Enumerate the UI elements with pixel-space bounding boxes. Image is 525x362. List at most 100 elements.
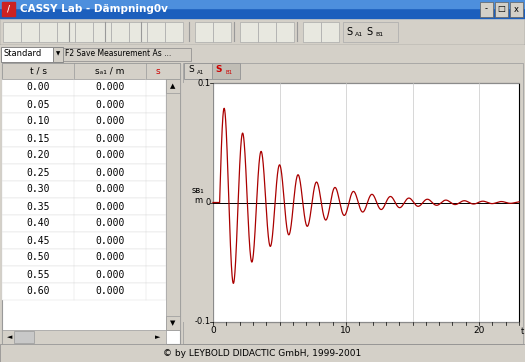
- Bar: [495, 2, 508, 17]
- Text: 0.30: 0.30: [26, 185, 50, 194]
- Text: © by LEYBOLD DIDACTIC GmbH, 1999-2001: © by LEYBOLD DIDACTIC GmbH, 1999-2001: [163, 349, 362, 358]
- Text: 0.10: 0.10: [26, 117, 50, 126]
- Text: 0.000: 0.000: [96, 168, 125, 177]
- Text: CASSY Lab - Dämpning0v: CASSY Lab - Dämpning0v: [20, 4, 168, 14]
- Text: 10: 10: [340, 326, 352, 335]
- Bar: [2, 147, 166, 164]
- Bar: [3, 22, 21, 42]
- Text: ►: ►: [155, 334, 161, 340]
- Text: F2 Save Measurement As ...: F2 Save Measurement As ...: [65, 50, 171, 59]
- Bar: [258, 22, 276, 42]
- Text: 0.40: 0.40: [26, 219, 50, 228]
- Text: 0.000: 0.000: [96, 253, 125, 262]
- Text: S: S: [188, 66, 194, 75]
- Text: 0.05: 0.05: [26, 100, 50, 109]
- Bar: [2, 96, 166, 113]
- Text: 0.15: 0.15: [26, 134, 50, 143]
- Bar: [0, 344, 525, 362]
- Bar: [213, 83, 519, 322]
- Bar: [195, 22, 213, 42]
- Bar: [2, 330, 166, 344]
- Text: A1: A1: [197, 70, 204, 75]
- Text: 0.000: 0.000: [96, 219, 125, 228]
- Text: 0.000: 0.000: [96, 100, 125, 109]
- Text: 0.25: 0.25: [26, 168, 50, 177]
- Text: ▲: ▲: [170, 83, 176, 89]
- Bar: [2, 2, 15, 16]
- Text: 0.000: 0.000: [96, 269, 125, 279]
- Bar: [0, 0, 525, 18]
- Bar: [2, 215, 166, 232]
- Text: /: /: [7, 4, 10, 13]
- Text: 0.000: 0.000: [96, 236, 125, 245]
- Bar: [2, 249, 166, 266]
- Bar: [343, 22, 398, 42]
- Text: S: S: [346, 27, 352, 37]
- Bar: [2, 283, 166, 300]
- Bar: [21, 22, 39, 42]
- Bar: [2, 130, 166, 147]
- Bar: [212, 63, 240, 79]
- Text: 0.000: 0.000: [96, 185, 125, 194]
- Text: ▼: ▼: [170, 320, 176, 326]
- Text: 0: 0: [210, 326, 216, 335]
- Text: 0.35: 0.35: [26, 202, 50, 211]
- Text: B1: B1: [226, 70, 233, 75]
- Text: 0: 0: [206, 198, 211, 207]
- Text: 0.000: 0.000: [96, 83, 125, 93]
- Bar: [1, 47, 53, 62]
- Text: ▼: ▼: [56, 51, 60, 56]
- Bar: [166, 316, 180, 330]
- Bar: [166, 79, 180, 93]
- Bar: [213, 22, 231, 42]
- Text: ◄: ◄: [7, 334, 13, 340]
- Text: m: m: [194, 196, 202, 205]
- Bar: [2, 113, 166, 130]
- Text: 0.55: 0.55: [26, 269, 50, 279]
- Bar: [0, 0, 525, 8]
- Bar: [165, 22, 183, 42]
- Text: sʙ₁: sʙ₁: [192, 186, 204, 195]
- Bar: [2, 181, 166, 198]
- Bar: [183, 63, 523, 344]
- Bar: [480, 2, 493, 17]
- Bar: [240, 22, 258, 42]
- Text: 0.000: 0.000: [96, 202, 125, 211]
- Text: t / s: t / s: [29, 67, 47, 76]
- Text: A1: A1: [355, 31, 363, 37]
- Bar: [2, 198, 166, 215]
- Text: 0.1: 0.1: [198, 79, 211, 88]
- Bar: [0, 18, 525, 45]
- Bar: [166, 79, 180, 330]
- Text: 20: 20: [474, 326, 485, 335]
- Bar: [75, 22, 93, 42]
- Text: t / s: t / s: [521, 326, 525, 335]
- Bar: [57, 22, 75, 42]
- Bar: [0, 45, 525, 63]
- Bar: [303, 22, 321, 42]
- Bar: [276, 22, 294, 42]
- Text: s: s: [156, 67, 160, 76]
- Bar: [93, 22, 111, 42]
- Bar: [14, 331, 34, 343]
- Text: 0.000: 0.000: [96, 134, 125, 143]
- Text: -0.1: -0.1: [195, 317, 211, 327]
- Text: 0.000: 0.000: [96, 151, 125, 160]
- Text: 0.000: 0.000: [96, 117, 125, 126]
- Bar: [39, 22, 57, 42]
- Text: 0.20: 0.20: [26, 151, 50, 160]
- Text: 0.000: 0.000: [96, 286, 125, 296]
- Text: S: S: [366, 27, 372, 37]
- Text: x: x: [514, 4, 519, 13]
- Bar: [63, 48, 191, 61]
- Text: 0.50: 0.50: [26, 253, 50, 262]
- Bar: [183, 83, 213, 322]
- Bar: [321, 22, 339, 42]
- Bar: [111, 22, 129, 42]
- Text: □: □: [498, 4, 506, 13]
- Text: 0.00: 0.00: [26, 83, 50, 93]
- Bar: [2, 164, 166, 181]
- Bar: [2, 79, 166, 96]
- Text: S: S: [216, 66, 222, 75]
- Text: sₐ₁ / m: sₐ₁ / m: [96, 67, 125, 76]
